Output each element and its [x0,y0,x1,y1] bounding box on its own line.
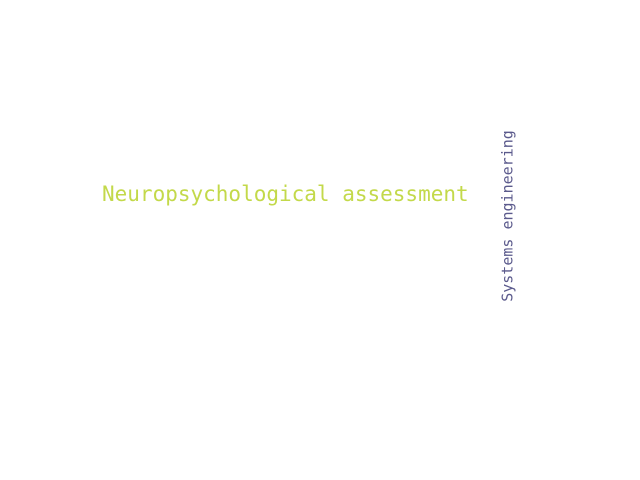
word-neuropsychological-assessment: Neuropsychological assessment [102,184,469,205]
word-systems-engineering: Systems engineering [501,130,516,302]
